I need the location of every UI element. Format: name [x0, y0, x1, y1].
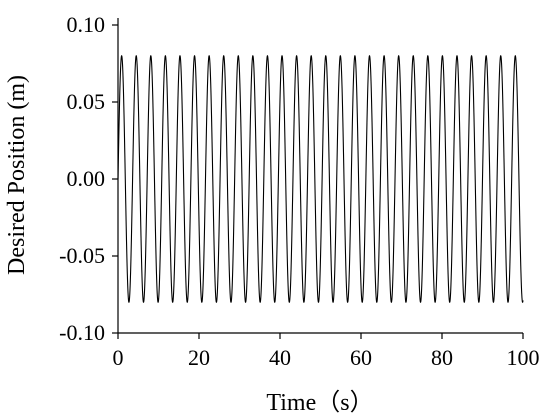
- series-line: [117, 54, 524, 304]
- x-axis-title: Time（s）: [266, 390, 373, 416]
- plot-area: [117, 54, 524, 304]
- x-tick-label: 60: [350, 345, 372, 370]
- x-ticks: 0 20 40 60 80 100: [113, 333, 540, 370]
- y-tick-label: 0.05: [67, 89, 106, 114]
- x-tick-label: 100: [507, 345, 540, 370]
- y-tick-label: -0.10: [59, 320, 105, 345]
- y-tick-label: 0.00: [67, 166, 106, 191]
- x-tick-label: 20: [188, 345, 210, 370]
- x-tick-label: 0: [113, 345, 124, 370]
- y-ticks: -0.10 -0.05 0.00 0.05 0.10: [59, 12, 118, 345]
- y-axis-title: Desired Position (m): [4, 75, 30, 275]
- y-tick-label: -0.05: [59, 243, 105, 268]
- x-tick-label: 80: [431, 345, 453, 370]
- y-tick-label: 0.10: [67, 12, 106, 37]
- x-tick-label: 40: [269, 345, 291, 370]
